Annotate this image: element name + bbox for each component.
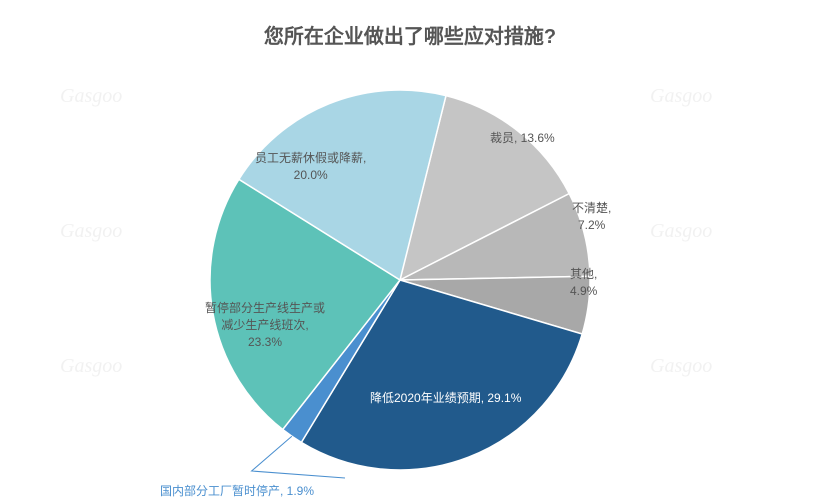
slice-label: 不清楚, 7.2% <box>572 200 611 234</box>
slice-label: 员工无薪休假或降薪, 20.0% <box>255 150 366 184</box>
slice-label: 其他, 4.9% <box>570 266 597 300</box>
pie-svg <box>0 0 820 503</box>
slice-label: 降低2020年业绩预期, 29.1% <box>370 390 521 407</box>
slice-label: 裁员, 13.6% <box>490 130 555 147</box>
slice-label: 暂停部分生产线生产或 减少生产线班次, 23.3% <box>205 300 325 350</box>
slice-label-external: 国内部分工厂暂时停产, 1.9% <box>160 482 314 499</box>
pie-chart: 裁员, 13.6% 不清楚, 7.2% 其他, 4.9% 降低2020年业绩预期, 2… <box>0 0 820 503</box>
